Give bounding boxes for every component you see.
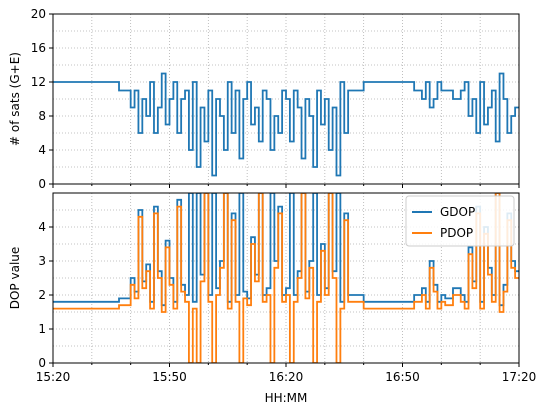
bottom-y-tick-label: 2 [38,288,46,302]
bottom-ylabel: DOP value [8,247,22,310]
top-ylabel: # of sats (G+E) [8,52,22,146]
top-y-tick-label: 16 [31,41,46,55]
bottom-y-tick-label: 4 [38,220,46,234]
bottom-panel: 0 1 2 3 4 15:20 15:50 16:20 16:50 17:20 DOP value… [8,192,537,405]
top-panel: 0 4 8 12 16 20 # of sats (G+E) [8,7,520,191]
bottom-xlabel: HH:MM [265,391,308,405]
bottom-y-tick-label: 0 [38,356,46,370]
top-y-tick-label: 8 [38,109,46,123]
bottom-y-tick-label: 1 [38,322,46,336]
legend-gdop-label: GDOP [440,205,475,219]
legend-box [405,195,515,247]
top-series-layer [53,72,519,177]
top-y-tick-label: 20 [31,7,46,21]
x-tick-label: 15:50 [152,370,187,384]
x-tick-label: 17:20 [502,370,537,384]
pdop-series-line [53,193,519,363]
x-tick-label: 16:20 [269,370,304,384]
x-tick-label: 16:50 [385,370,420,384]
top-y-tick-label: 12 [31,75,46,89]
top-series-line-0 [53,72,519,177]
bottom-ticks: 0 1 2 3 4 15:20 15:50 16:20 16:50 17:20 [36,220,537,384]
legend: GDOP PDOP [405,195,515,247]
legend-pdop-label: PDOP [440,226,473,240]
bottom-series-layer [53,193,519,363]
top-ticks: 0 4 8 12 16 20 [31,7,520,191]
bottom-y-tick-label: 3 [38,254,46,268]
x-tick-label: 15:20 [36,370,71,384]
top-y-tick-label: 4 [38,143,46,157]
top-y-tick-label: 0 [38,177,46,191]
